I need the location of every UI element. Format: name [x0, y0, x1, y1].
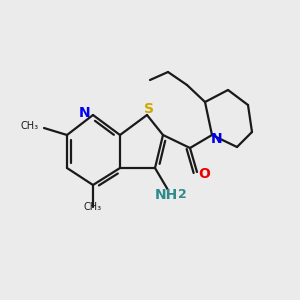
Text: CH₃: CH₃	[84, 202, 102, 212]
Text: N: N	[211, 132, 223, 146]
Text: CH₃: CH₃	[21, 121, 39, 131]
Text: O: O	[198, 167, 210, 181]
Text: N: N	[79, 106, 91, 120]
Text: 2: 2	[178, 188, 186, 202]
Text: S: S	[144, 102, 154, 116]
Text: NH: NH	[154, 188, 178, 202]
